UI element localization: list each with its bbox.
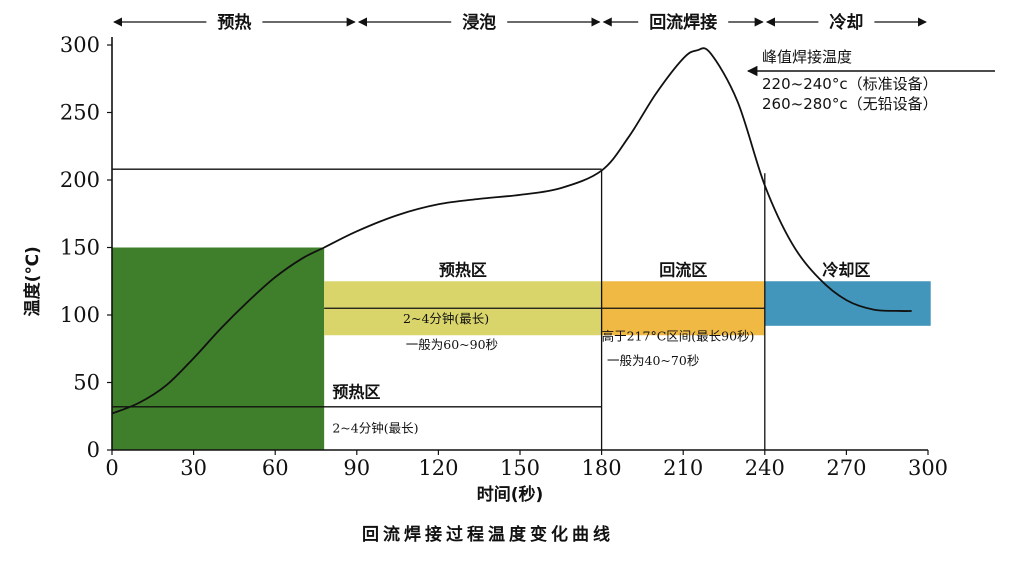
zone-note-2: 2~4分钟(最长) — [403, 311, 489, 326]
zone-label-3: 冷却区 — [822, 260, 870, 279]
phase-label-2: 回流焊接 — [649, 12, 717, 33]
x-tick-label-30: 30 — [180, 456, 207, 480]
zone-note-3: 一般为60~90秒 — [406, 337, 498, 352]
zone-label-2: 回流区 — [659, 260, 707, 279]
x-tick-label-180: 180 — [582, 456, 622, 480]
x-tick-label-60: 60 — [262, 456, 289, 480]
y-tick-label-50: 50 — [73, 371, 100, 395]
y-tick-label-250: 250 — [60, 101, 100, 125]
phase-label-3: 冷却 — [829, 12, 863, 33]
x-tick-label-300: 300 — [908, 456, 948, 480]
temperature-curve-0 — [111, 47, 912, 415]
zone-note-5: 一般为40~70秒 — [607, 353, 699, 368]
x-tick-label-0: 0 — [105, 456, 118, 480]
y-tick-label-300: 300 — [60, 33, 100, 57]
peak-line-0: 220~240°c（标准设备） — [762, 75, 938, 93]
phase-label-1: 浸泡 — [462, 12, 496, 33]
peak-title: 峰值焊接温度 — [762, 48, 852, 66]
x-tick-label-90: 90 — [343, 456, 370, 480]
chart-title: 回流焊接过程温度变化曲线 — [362, 524, 614, 545]
y-tick-label-200: 200 — [60, 168, 100, 192]
x-tick-label-120: 120 — [418, 456, 458, 480]
axes: 0 30 60 90 120 150 180 210 240 270 300 0 50 100 150 200… — [60, 33, 948, 480]
series-layer — [111, 47, 912, 415]
phase-label-0: 预热 — [217, 12, 251, 33]
zone-label-1: 预热区 — [439, 260, 487, 279]
x-axis-label: 时间(秒) — [477, 484, 544, 505]
y-axis-label: 温度(℃) — [22, 246, 43, 316]
zone-note-1: 2~4分钟(最长) — [332, 420, 418, 435]
peak-line-1: 260~280°c（无铅设备） — [762, 95, 938, 113]
x-tick-label-150: 150 — [500, 456, 540, 480]
y-tick-label-100: 100 — [60, 303, 100, 327]
zone-note-4: 高于217°C区间(最长90秒) — [602, 329, 755, 344]
zone-rect-3 — [764, 281, 931, 326]
y-tick-label-150: 150 — [60, 236, 100, 260]
zone-rects — [112, 247, 931, 450]
zone-note-0: 预热区 — [332, 382, 380, 401]
zone-rect-0 — [112, 247, 325, 450]
y-tick-label-0: 0 — [87, 438, 100, 462]
x-tick-label-240: 240 — [745, 456, 785, 480]
x-tick-label-210: 210 — [663, 456, 703, 480]
reference-lines — [112, 168, 766, 450]
x-tick-label-270: 270 — [826, 456, 866, 480]
